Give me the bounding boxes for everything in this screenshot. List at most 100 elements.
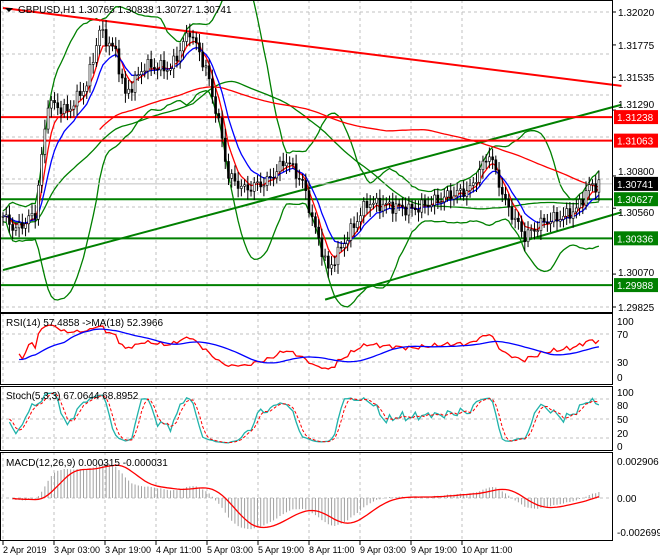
panel-frame bbox=[0, 0, 613, 313]
candle-body bbox=[346, 240, 349, 245]
price-label: 1.30336 bbox=[617, 234, 654, 245]
candle-body bbox=[146, 59, 150, 72]
candle-body bbox=[62, 104, 66, 114]
candle-body bbox=[88, 63, 92, 87]
candle-body bbox=[533, 229, 536, 232]
candle-body bbox=[455, 189, 459, 197]
candle-body bbox=[259, 181, 262, 188]
trend-line bbox=[324, 211, 622, 301]
candle-body bbox=[542, 217, 546, 223]
panel-frame bbox=[0, 452, 613, 541]
trend-line bbox=[2, 103, 622, 272]
candle-body bbox=[136, 74, 140, 77]
candle-body bbox=[30, 213, 34, 217]
candle-body bbox=[24, 223, 27, 229]
candle-body bbox=[246, 184, 250, 191]
candle-body bbox=[27, 215, 31, 225]
price-axis-label: 1.32020 bbox=[618, 8, 655, 19]
candle-body bbox=[385, 203, 388, 205]
candle-body bbox=[182, 41, 185, 52]
bollinger-upper bbox=[2, 0, 600, 212]
price-axis-label: 1.30800 bbox=[618, 167, 655, 178]
candle-body bbox=[368, 204, 372, 208]
candle-body bbox=[459, 188, 462, 191]
stoch-axis-label: 0 bbox=[617, 442, 623, 453]
price-label-box bbox=[614, 110, 658, 125]
candle-body bbox=[507, 198, 511, 208]
time-axis-label: 10 Apr 11:00 bbox=[462, 545, 512, 555]
candle-body bbox=[8, 214, 11, 225]
candle-body bbox=[426, 205, 430, 207]
candle-body bbox=[33, 213, 37, 220]
price-label-box bbox=[614, 133, 658, 148]
candle-body bbox=[539, 217, 543, 231]
price-label-box bbox=[614, 278, 658, 293]
macd-axis-label: 0.002906 bbox=[617, 457, 659, 468]
dropdown-triangle-icon[interactable] bbox=[5, 8, 13, 12]
candle-body bbox=[317, 226, 320, 239]
candle-body bbox=[339, 246, 343, 249]
candle-body bbox=[365, 201, 369, 208]
candle-body bbox=[430, 204, 433, 207]
price-label: 1.31238 bbox=[617, 113, 654, 124]
candle-body bbox=[484, 160, 488, 163]
candle-body bbox=[465, 190, 469, 197]
candle-body bbox=[581, 199, 585, 206]
candle-body bbox=[423, 199, 427, 206]
candle-body bbox=[53, 100, 56, 104]
candle-body bbox=[188, 32, 192, 38]
time-axis-label: 5 Apr 03:00 bbox=[207, 545, 253, 555]
candle-body bbox=[265, 175, 269, 186]
candle-body bbox=[488, 156, 491, 162]
candle-body bbox=[281, 160, 285, 167]
candle-body bbox=[91, 62, 95, 65]
candle-body bbox=[11, 224, 14, 231]
candle-body bbox=[175, 55, 179, 62]
candle-body bbox=[69, 108, 72, 112]
candle-body bbox=[584, 190, 588, 206]
candle-body bbox=[529, 229, 533, 231]
macd-axis-label: 0.00 bbox=[617, 494, 637, 505]
candle-body bbox=[555, 212, 559, 222]
candle-body bbox=[262, 185, 266, 188]
candle-body bbox=[587, 184, 591, 192]
candle-body bbox=[127, 88, 130, 94]
candle-body bbox=[165, 70, 169, 72]
candle-body bbox=[111, 42, 114, 47]
bollinger-bands bbox=[2, 0, 600, 308]
candle-body bbox=[46, 107, 50, 130]
price-label-box bbox=[614, 231, 658, 246]
candle-body bbox=[153, 67, 156, 70]
candle-body bbox=[191, 36, 195, 39]
candle-body bbox=[433, 194, 436, 206]
candle-body bbox=[130, 88, 134, 93]
candle-body bbox=[4, 214, 8, 217]
stoch-axis-label: 80 bbox=[617, 401, 629, 412]
candle-body bbox=[79, 90, 82, 96]
candle-body bbox=[413, 207, 417, 211]
ema-fast bbox=[2, 40, 600, 259]
candle-body bbox=[410, 203, 414, 209]
candle-body bbox=[85, 85, 89, 92]
candle-body bbox=[378, 197, 382, 212]
candle-body bbox=[394, 203, 398, 214]
price-label: 1.29988 bbox=[617, 281, 654, 292]
candle-body bbox=[56, 102, 60, 109]
time-axis-label: 9 Apr 03:00 bbox=[360, 545, 406, 555]
candle-body bbox=[140, 71, 143, 76]
candle-body bbox=[50, 100, 53, 109]
candle-body bbox=[449, 190, 453, 200]
price-axis-label: 1.31290 bbox=[618, 100, 655, 111]
stoch-signal-line bbox=[9, 393, 600, 444]
time-axis-label: 3 Apr 19:00 bbox=[105, 545, 151, 555]
candle-body bbox=[513, 217, 517, 220]
time-axis-label: 2 Apr 2019 bbox=[3, 545, 47, 555]
candle-body bbox=[520, 221, 523, 232]
candle-body bbox=[211, 78, 214, 97]
rsi-ma-line bbox=[19, 328, 600, 364]
candle-body bbox=[243, 184, 246, 187]
candle-body bbox=[275, 171, 279, 179]
candle-body bbox=[59, 107, 63, 114]
candle-body bbox=[230, 173, 233, 179]
